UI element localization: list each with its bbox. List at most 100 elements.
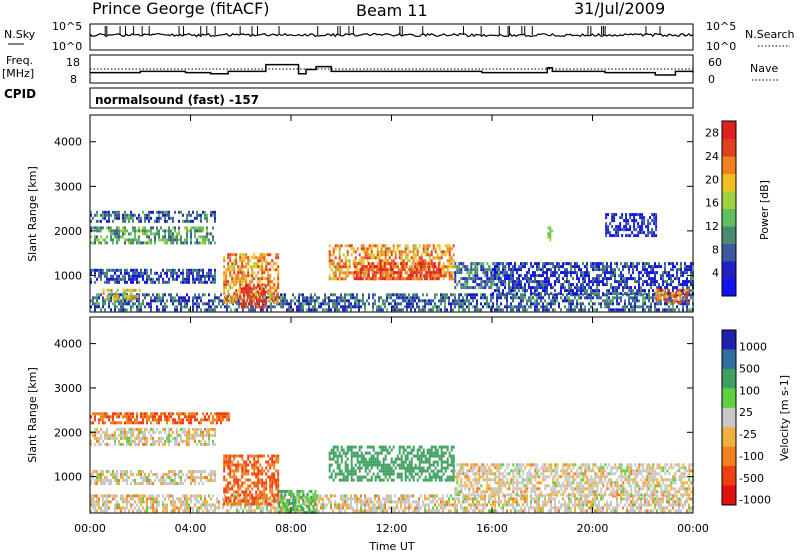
power-cell xyxy=(135,295,137,298)
power-cell xyxy=(186,281,188,284)
power-cell xyxy=(401,250,403,253)
power-cell xyxy=(360,274,362,277)
power-cell xyxy=(668,274,670,277)
velocity-cell xyxy=(150,415,152,418)
power-cell xyxy=(139,289,141,292)
power-cell xyxy=(124,272,126,275)
power-cell xyxy=(399,244,401,247)
power-cell xyxy=(268,305,270,308)
power-cell xyxy=(530,265,532,268)
velocity-cell xyxy=(322,506,324,509)
power-cell xyxy=(138,220,140,223)
velocity-cell xyxy=(416,503,418,506)
power-cell xyxy=(644,265,646,268)
freq-unit-label: [MHz] xyxy=(2,67,34,80)
power-cell xyxy=(596,283,598,286)
velocity-cell xyxy=(166,509,168,512)
power-cell xyxy=(347,259,349,262)
power-cell xyxy=(368,277,370,280)
power-cell xyxy=(444,302,446,305)
power-cell xyxy=(566,280,568,283)
velocity-cell xyxy=(414,506,416,509)
velocity-cell xyxy=(378,506,380,509)
power-cell xyxy=(604,305,606,308)
velocity-cell xyxy=(364,494,366,497)
power-cell xyxy=(110,214,112,217)
velocity-cell xyxy=(212,418,214,421)
power-cell xyxy=(447,244,449,247)
power-cell xyxy=(574,296,576,299)
velocity-cell xyxy=(452,497,454,500)
power-cell xyxy=(172,232,174,235)
power-cell xyxy=(148,214,150,217)
velocity-cell xyxy=(380,500,382,503)
velocity-cell xyxy=(150,428,152,431)
power-cell xyxy=(528,268,530,271)
power-cell xyxy=(610,302,612,305)
power-cell xyxy=(594,302,596,305)
power-cell xyxy=(480,268,482,271)
power-cell xyxy=(429,259,431,262)
power-cell xyxy=(387,277,389,280)
power-cell xyxy=(328,296,330,299)
power-cell xyxy=(361,256,363,259)
power-cell xyxy=(686,305,688,308)
velocity-cell xyxy=(190,415,192,418)
power-cell xyxy=(496,283,498,286)
power-cell xyxy=(338,308,340,311)
power-cell xyxy=(546,286,548,289)
power-cell xyxy=(124,226,126,229)
velocity-cell xyxy=(186,443,188,446)
velocity-cell xyxy=(176,431,178,434)
power-cell xyxy=(610,268,612,271)
power-cell xyxy=(275,286,277,289)
power-cell xyxy=(578,293,580,296)
power-cell xyxy=(172,299,174,302)
power-cell xyxy=(284,302,286,305)
power-cell xyxy=(512,277,514,280)
power-cell xyxy=(458,262,460,265)
power-cell xyxy=(568,271,570,274)
power-cell xyxy=(182,305,184,308)
velocity-cell xyxy=(330,494,332,497)
power-cell xyxy=(588,302,590,305)
power-cell xyxy=(612,296,614,299)
power-cell xyxy=(407,259,409,262)
velocity-cell xyxy=(184,428,186,431)
velocity-cell xyxy=(200,494,202,497)
power-cell xyxy=(134,278,136,281)
power-cell xyxy=(98,269,100,272)
power-cell xyxy=(379,256,381,259)
power-cell xyxy=(668,262,670,265)
velocity-cell xyxy=(112,421,114,424)
power-cell xyxy=(458,299,460,302)
velocity-cell xyxy=(156,412,158,415)
power-cell xyxy=(564,280,566,283)
y-tick-label: 1000 xyxy=(54,269,82,282)
power-cell xyxy=(102,272,104,275)
power-cell xyxy=(556,296,558,299)
power-cell xyxy=(380,268,382,271)
power-cell xyxy=(253,265,255,268)
power-cell xyxy=(206,220,208,223)
power-cell xyxy=(148,278,150,281)
velocity-cell xyxy=(424,506,426,509)
velocity-cell xyxy=(100,509,102,512)
power-cell xyxy=(476,293,478,296)
power-cell xyxy=(530,289,532,292)
power-cell xyxy=(584,305,586,308)
power-cell xyxy=(512,293,514,296)
power-cell xyxy=(247,293,249,296)
power-cell xyxy=(126,308,128,311)
power-cell xyxy=(628,289,630,292)
power-cell xyxy=(378,277,380,280)
power-cell xyxy=(544,280,546,283)
power-cell xyxy=(395,250,397,253)
power-cell xyxy=(186,238,188,241)
velocity-cell xyxy=(98,431,100,434)
power-cell xyxy=(390,265,392,268)
velocity-cell xyxy=(128,500,130,503)
power-cell xyxy=(202,272,204,275)
power-cell xyxy=(512,268,514,271)
power-cell xyxy=(190,238,192,241)
